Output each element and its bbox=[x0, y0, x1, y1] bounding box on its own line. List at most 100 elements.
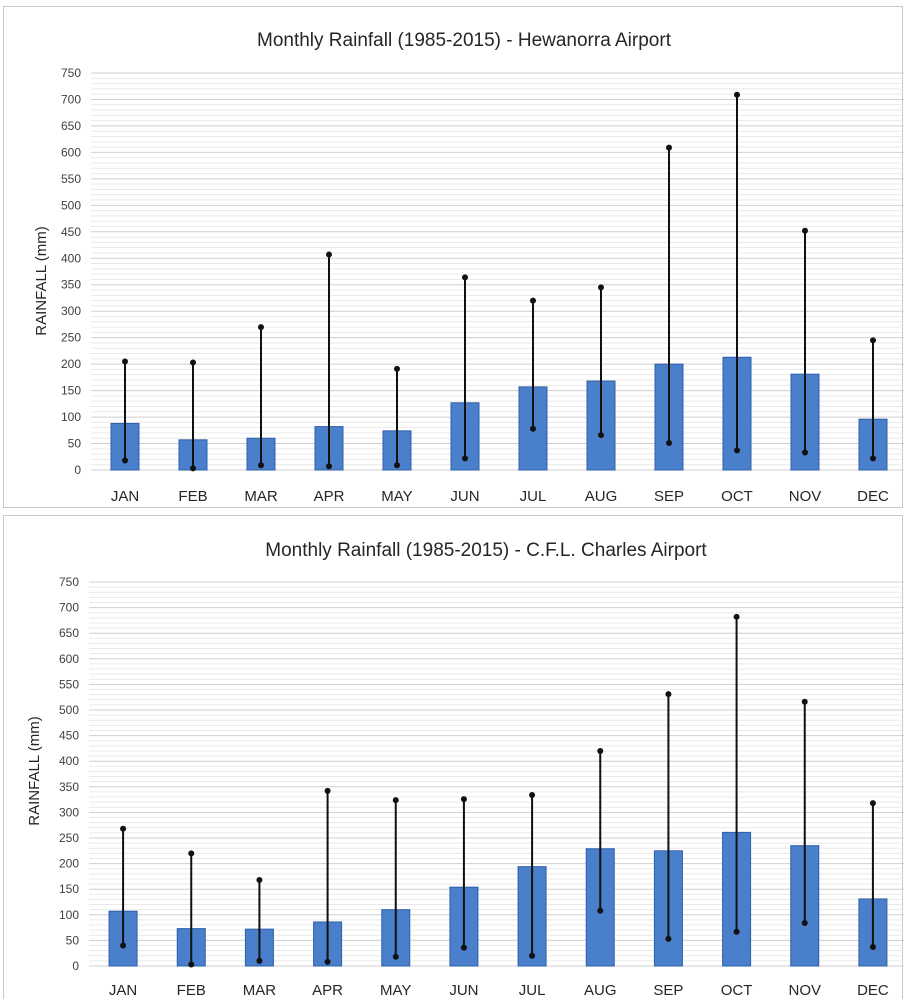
range-max-point bbox=[258, 324, 264, 331]
range-max-point bbox=[869, 800, 876, 807]
range-max-point bbox=[188, 850, 195, 857]
y-tick-label: 500 bbox=[61, 198, 81, 212]
range-max-point bbox=[733, 613, 740, 620]
range-max-point bbox=[597, 747, 604, 754]
chart-title: Monthly Rainfall (1985-2015) - C.F.L. Ch… bbox=[265, 540, 707, 561]
y-tick-label: 450 bbox=[61, 225, 81, 239]
range-min-point bbox=[392, 953, 399, 960]
y-tick-label: 600 bbox=[59, 652, 79, 666]
range-max-point bbox=[666, 144, 672, 151]
x-tick-label: MAR bbox=[244, 488, 278, 505]
y-tick-label: 750 bbox=[59, 575, 79, 589]
y-tick-label: 550 bbox=[61, 172, 81, 186]
range-max-point bbox=[598, 284, 604, 291]
x-tick-label: APR bbox=[312, 982, 343, 999]
x-tick-label: AUG bbox=[584, 982, 617, 999]
y-axis-label: RAINFALL (mm) bbox=[26, 716, 43, 825]
x-tick-label: OCT bbox=[721, 488, 753, 505]
x-tick-label: SEP bbox=[654, 488, 684, 505]
y-tick-label: 700 bbox=[59, 601, 79, 615]
range-max-point bbox=[394, 365, 400, 372]
y-tick-labels: 0 50 100 150 200 250 300 350 400 450 500 550 600 650 7… bbox=[61, 66, 81, 477]
range-min-point bbox=[324, 958, 331, 965]
y-tick-label: 400 bbox=[61, 251, 81, 265]
range-max-point bbox=[801, 698, 808, 705]
chart-panel-hewanorra: Monthly Rainfall (1985-2015) - Hewanorra… bbox=[3, 6, 904, 508]
chart-svg-hewanorra: Monthly Rainfall (1985-2015) - Hewanorra… bbox=[33, 30, 904, 505]
range-min-point bbox=[258, 462, 264, 469]
chart-title: Monthly Rainfall (1985-2015) - Hewanorra… bbox=[257, 30, 672, 51]
x-tick-label: JAN bbox=[111, 488, 139, 505]
range-max-point bbox=[460, 796, 467, 803]
range-max-point bbox=[462, 274, 468, 281]
range-min-point bbox=[122, 457, 128, 464]
range-max-point bbox=[392, 797, 399, 804]
range-min-point bbox=[734, 447, 740, 454]
x-tick-label: APR bbox=[314, 488, 345, 505]
range-min-point bbox=[665, 935, 672, 942]
x-tick-label: SEP bbox=[653, 982, 683, 999]
x-tick-label: DEC bbox=[857, 982, 889, 999]
range-min-point bbox=[870, 455, 876, 462]
y-tick-label: 0 bbox=[74, 463, 81, 477]
y-tick-labels: 0 50 100 150 200 250 300 350 400 450 500 550 600 650 7… bbox=[59, 575, 79, 973]
y-tick-label: 100 bbox=[61, 410, 81, 424]
x-tick-labels: JAN FEB MAR APR MAY JUN JUL AUG SEP OCT NOV DEC bbox=[109, 982, 889, 999]
range-min-point bbox=[530, 425, 536, 432]
x-tick-label: MAR bbox=[243, 982, 277, 999]
range-max-point bbox=[734, 91, 740, 98]
range-min-point bbox=[529, 952, 536, 959]
y-tick-label: 300 bbox=[61, 304, 81, 318]
y-tick-label: 300 bbox=[59, 805, 79, 819]
range-min-point bbox=[256, 957, 263, 964]
y-tick-label: 150 bbox=[61, 384, 81, 398]
x-tick-label: MAY bbox=[381, 488, 412, 505]
y-tick-label: 100 bbox=[59, 908, 79, 922]
x-tick-label: MAY bbox=[380, 982, 411, 999]
y-tick-label: 250 bbox=[59, 831, 79, 845]
bars bbox=[110, 356, 888, 471]
range-min-point bbox=[733, 928, 740, 935]
y-tick-label: 250 bbox=[61, 331, 81, 345]
x-tick-labels: JAN FEB MAR APR MAY JUN JUL AUG SEP OCT NOV DEC bbox=[111, 488, 889, 505]
range-min-point bbox=[190, 465, 196, 472]
range-max-point bbox=[190, 359, 196, 366]
range-whiskers bbox=[120, 613, 876, 968]
x-tick-label: JUN bbox=[450, 488, 479, 505]
y-tick-label: 350 bbox=[61, 278, 81, 292]
range-min-point bbox=[188, 961, 195, 968]
chart-svg-cfl-charles: Monthly Rainfall (1985-2015) - C.F.L. Ch… bbox=[26, 540, 904, 999]
range-min-point bbox=[394, 462, 400, 469]
range-max-point bbox=[870, 337, 876, 344]
y-tick-label: 600 bbox=[61, 145, 81, 159]
x-tick-label: OCT bbox=[721, 982, 753, 999]
range-max-point bbox=[529, 791, 536, 798]
range-max-point bbox=[665, 691, 672, 698]
range-max-point bbox=[324, 787, 331, 794]
y-tick-label: 400 bbox=[59, 754, 79, 768]
range-max-point bbox=[120, 825, 127, 832]
range-max-point bbox=[122, 358, 128, 365]
y-tick-label: 350 bbox=[59, 780, 79, 794]
grid-lines bbox=[91, 72, 904, 471]
range-max-point bbox=[256, 876, 263, 883]
y-tick-label: 550 bbox=[59, 677, 79, 691]
range-max-point bbox=[326, 251, 332, 258]
y-tick-label: 500 bbox=[59, 703, 79, 717]
range-min-point bbox=[802, 449, 808, 456]
range-min-point bbox=[326, 463, 332, 470]
y-tick-label: 0 bbox=[72, 959, 79, 973]
x-tick-label: FEB bbox=[177, 982, 206, 999]
range-min-point bbox=[598, 432, 604, 439]
x-tick-label: JAN bbox=[109, 982, 137, 999]
x-tick-label: JUN bbox=[449, 982, 478, 999]
y-tick-label: 650 bbox=[61, 119, 81, 133]
y-tick-label: 50 bbox=[66, 933, 80, 947]
x-tick-label: NOV bbox=[788, 982, 821, 999]
x-tick-label: AUG bbox=[585, 488, 618, 505]
range-max-point bbox=[530, 297, 536, 304]
range-min-point bbox=[462, 455, 468, 462]
y-tick-label: 50 bbox=[68, 437, 82, 451]
chart-panel-cfl-charles: Monthly Rainfall (1985-2015) - C.F.L. Ch… bbox=[3, 515, 904, 999]
y-tick-label: 650 bbox=[59, 626, 79, 640]
